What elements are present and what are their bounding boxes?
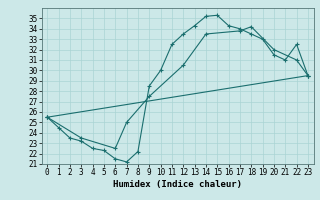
X-axis label: Humidex (Indice chaleur): Humidex (Indice chaleur) [113,180,242,189]
